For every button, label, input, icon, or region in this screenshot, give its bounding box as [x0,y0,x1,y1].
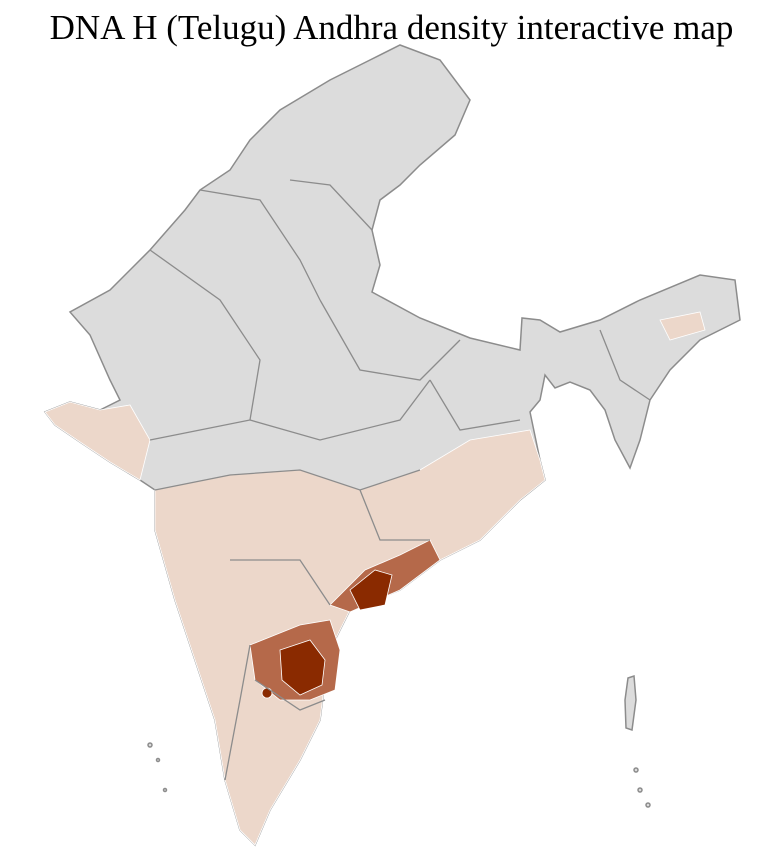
region-low-density-northeast[interactable] [659,311,706,341]
region-high-density-coastal-andhra[interactable] [349,569,393,611]
state-borders [149,179,651,781]
region-low-density-gujarat[interactable] [44,401,151,481]
lakshadweep-islands[interactable] [147,742,168,793]
region-low-density-south[interactable] [154,429,546,846]
region-high-density-spot[interactable] [261,687,273,699]
andaman-nicobar-islands[interactable] [624,674,651,808]
india-mainland[interactable] [43,44,741,847]
region-high-density-telangana[interactable] [279,639,326,696]
map-title: DNA H (Telugu) Andhra density interactiv… [49,8,734,47]
